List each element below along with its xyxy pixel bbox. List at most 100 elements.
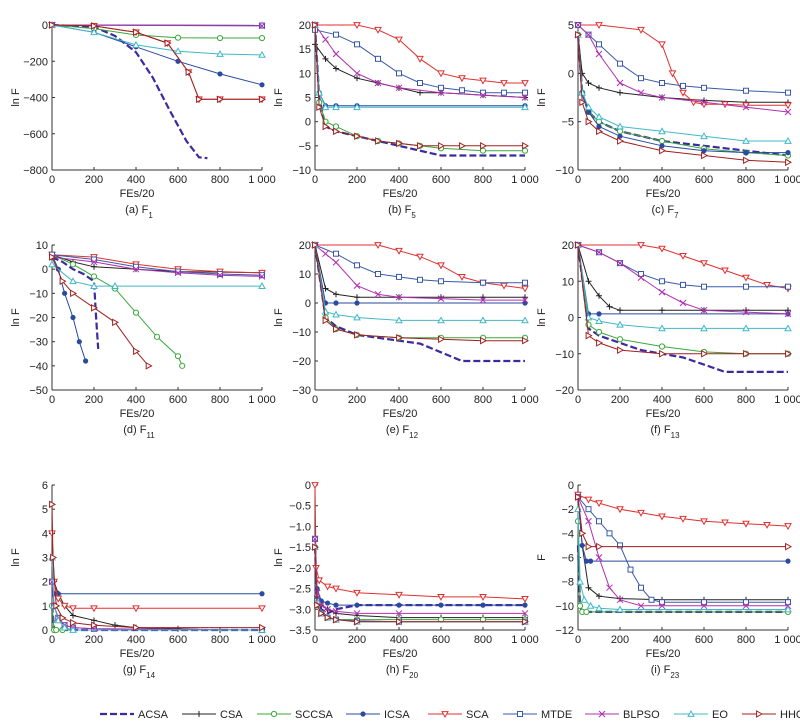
x-tick-label: 600 [432, 174, 450, 186]
series-marker-eo [784, 136, 792, 144]
series-marker-mtde [659, 278, 665, 285]
y-tick-label: −30 [29, 337, 48, 349]
series-marker-hho [53, 601, 61, 610]
series-marker-csa [354, 75, 360, 82]
y-tick-label: −2 [561, 504, 574, 516]
series-marker-eo [616, 605, 624, 613]
series-marker-eo [437, 316, 445, 324]
series-marker-eo [258, 282, 266, 289]
series-marker-sccsa [577, 602, 584, 609]
x-tick-label: 600 [432, 634, 450, 646]
series-marker-mtde [175, 268, 181, 275]
series-marker-icsa [83, 358, 89, 364]
x-tick-label: 400 [127, 174, 145, 186]
series-marker-sca [763, 281, 771, 289]
series-marker-blpso [258, 273, 266, 280]
series-marker-eo [353, 103, 361, 111]
series-line-acsa [313, 547, 525, 615]
series-marker-blpso [322, 36, 329, 43]
y-tick-label: −40 [29, 361, 48, 373]
series-marker-hho [585, 117, 593, 126]
series-marker-sca [258, 605, 266, 613]
series-marker-csa [91, 263, 97, 270]
series-marker-blpso [521, 94, 529, 101]
series-marker-sca [332, 585, 340, 593]
series-marker-hho [49, 253, 57, 261]
panel-caption: (d) F11 [123, 424, 155, 440]
series-marker-mtde [596, 41, 602, 48]
series-marker-hho [354, 132, 362, 141]
series-marker-sca [679, 515, 687, 523]
series-line-eo [51, 24, 263, 56]
series-line-icsa [51, 24, 263, 86]
series-marker-blpso [174, 269, 182, 277]
series-marker-blpso [679, 299, 687, 307]
series-marker-sca [658, 513, 666, 521]
series-marker-eo [48, 260, 56, 268]
series-line-icsa [51, 581, 262, 595]
chart-panel: 0 200 400 600 800 1 000 20 10 0 −10 −20 −30 FEs/20 ln… [273, 240, 539, 440]
y-tick-label: −10 [555, 349, 574, 361]
series-marker-mtde [596, 518, 602, 525]
chart-panel: 0 200 400 600 800 1 000 5 0 −5 −10 FEs/20 ln F (c) F… [536, 20, 800, 220]
series-marker-eo [616, 320, 624, 328]
y-tick-label: −1.5 [289, 542, 311, 554]
series-marker-icsa [396, 602, 402, 608]
series-line-blpso [314, 244, 525, 301]
series-line-hho [577, 244, 788, 355]
series-marker-sccsa [90, 273, 98, 280]
series-marker-eo [521, 103, 529, 111]
x-axis-label: FEs/20 [646, 188, 681, 200]
x-axis-label: FEs/20 [383, 188, 418, 200]
x-tick-label: 1 000 [774, 174, 800, 186]
series-marker-sca [595, 500, 603, 508]
series-marker-hho [91, 22, 99, 30]
series-marker-icsa [76, 339, 82, 345]
series-marker-hho [354, 617, 362, 626]
y-tick-label: 0 [568, 480, 574, 492]
series-marker-blpso [437, 89, 445, 97]
series-marker-blpso [700, 602, 708, 610]
series-marker-hho [522, 617, 530, 626]
legend-label: SCCSA [295, 709, 334, 721]
x-tick-label: 800 [737, 634, 755, 646]
y-axis-label: F [536, 554, 548, 561]
series-marker-icsa [354, 300, 360, 306]
series-marker-icsa [480, 602, 486, 608]
x-tick-label: 1 000 [774, 634, 800, 646]
series-marker-mtde [638, 584, 644, 591]
series-marker-eo [69, 625, 77, 633]
series-marker-csa [112, 622, 118, 629]
panel-caption: (b) F5 [388, 204, 416, 220]
series-marker-mtde [617, 542, 623, 549]
series-marker-sca [90, 605, 98, 613]
series-line-sca [314, 484, 526, 600]
series-marker-icsa [259, 591, 265, 597]
series-marker-sccsa [53, 626, 60, 634]
series-marker-blpso [324, 605, 331, 613]
x-tick-label: 400 [127, 394, 145, 406]
series-marker-hho [59, 614, 67, 622]
series-marker-hho [396, 617, 404, 626]
y-tick-label: 0 [568, 313, 574, 325]
y-axis-label: ln F [273, 548, 285, 567]
series-marker-icsa [701, 148, 707, 154]
series-marker-hho [312, 543, 320, 551]
series-marker-hho [785, 349, 793, 358]
series-marker-hho [575, 241, 583, 249]
x-tick-label: 0 [575, 394, 581, 406]
y-tick-label: 2 [42, 577, 48, 589]
series-marker-blpso [521, 296, 529, 304]
series-marker-blpso [353, 282, 361, 289]
y-tick-label: −8 [561, 577, 574, 589]
y-axis-label: ln F [536, 88, 548, 107]
series-marker-icsa [61, 290, 68, 296]
series-marker-eo [576, 577, 584, 585]
series-marker-icsa [587, 558, 594, 564]
series-marker-sca [742, 274, 750, 282]
x-tick-label: 200 [348, 634, 366, 646]
y-tick-label: 15 [299, 44, 311, 56]
series-marker-hho [133, 623, 141, 632]
series-marker-eo [584, 103, 593, 111]
series-marker-csa [333, 291, 339, 298]
